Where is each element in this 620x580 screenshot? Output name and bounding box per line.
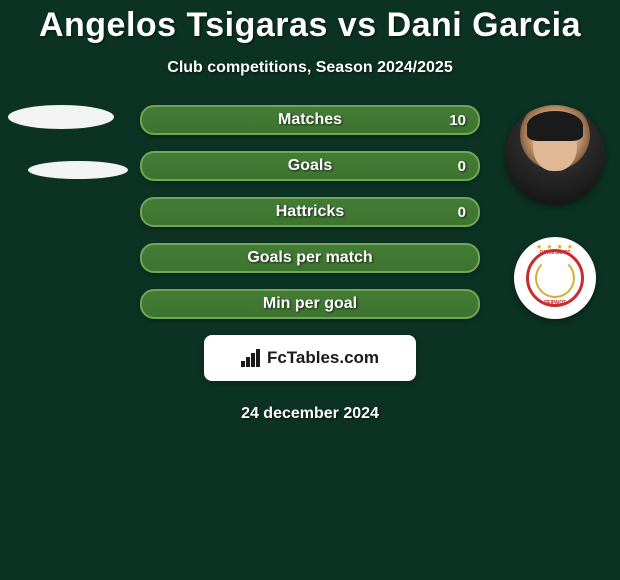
club-logo-right: ★ ★ ★ ★ ΟΛΥΜΠΙΑΚΟΣ ΠΕΙΡΑΙΩΣ bbox=[514, 237, 596, 319]
left-player-placeholder bbox=[8, 105, 114, 129]
stat-value-right: 0 bbox=[458, 158, 466, 175]
stat-row-min-per-goal: Min per goal bbox=[140, 289, 480, 319]
stat-label: Hattricks bbox=[276, 203, 344, 221]
stat-row-matches: Matches 10 bbox=[140, 105, 480, 135]
stat-label: Min per goal bbox=[263, 295, 357, 313]
club-crest-text-bottom: ΠΕΙΡΑΙΩΣ bbox=[544, 300, 566, 306]
left-placeholder-column bbox=[8, 105, 128, 179]
right-player-column: ★ ★ ★ ★ ΟΛΥΜΠΙΑΚΟΣ ΠΕΙΡΑΙΩΣ bbox=[505, 105, 605, 319]
stat-row-goals-per-match: Goals per match bbox=[140, 243, 480, 273]
stat-label: Goals bbox=[288, 157, 332, 175]
stat-row-hattricks: Hattricks 0 bbox=[140, 197, 480, 227]
stat-bars: Matches 10 Goals 0 Hattricks 0 Goals per… bbox=[140, 105, 480, 319]
stat-value-right: 0 bbox=[458, 204, 466, 221]
stat-value-right: 10 bbox=[449, 112, 466, 129]
bar-chart-icon bbox=[241, 349, 261, 367]
stat-label: Goals per match bbox=[247, 249, 372, 267]
comparison-content: Matches 10 Goals 0 Hattricks 0 Goals per… bbox=[0, 105, 620, 319]
club-crest-text-top: ΟΛΥΜΠΙΑΚΟΣ bbox=[539, 250, 570, 256]
source-badge[interactable]: FcTables.com bbox=[204, 335, 416, 381]
club-crest-ring: ΟΛΥΜΠΙΑΚΟΣ ΠΕΙΡΑΙΩΣ bbox=[526, 249, 584, 307]
player-photo-right bbox=[505, 105, 605, 205]
source-label: FcTables.com bbox=[267, 348, 379, 368]
left-club-placeholder bbox=[28, 161, 128, 179]
stat-label: Matches bbox=[278, 111, 342, 129]
club-wreath-icon bbox=[535, 258, 575, 298]
date-label: 24 december 2024 bbox=[0, 405, 620, 423]
subtitle: Club competitions, Season 2024/2025 bbox=[0, 59, 620, 77]
page-title: Angelos Tsigaras vs Dani Garcia bbox=[0, 0, 620, 45]
stat-row-goals: Goals 0 bbox=[140, 151, 480, 181]
